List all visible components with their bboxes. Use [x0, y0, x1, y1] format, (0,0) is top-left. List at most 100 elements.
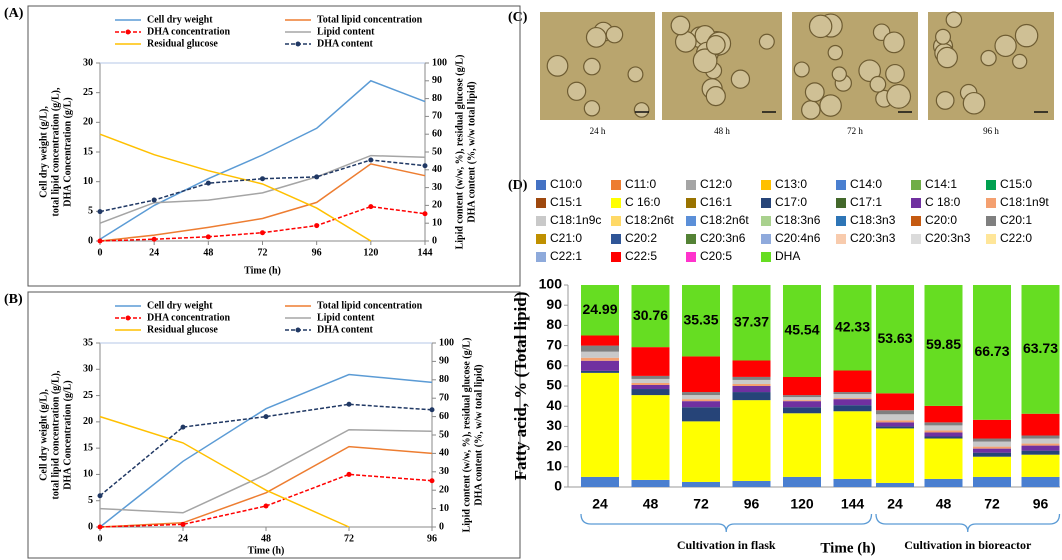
legend-label: C22:5 — [625, 249, 657, 263]
bar-segment — [924, 432, 963, 437]
legend-swatch — [611, 216, 621, 226]
legend-swatch — [686, 252, 696, 262]
bar-segment — [581, 285, 619, 336]
legend-marker — [295, 327, 301, 333]
data-point — [205, 180, 211, 186]
legend-swatch — [836, 180, 846, 190]
bar-segment — [876, 420, 914, 423]
y2-tick-label: 10 — [439, 503, 449, 514]
x-tick-label: 96 — [744, 496, 760, 512]
bar-segment — [973, 448, 1011, 453]
legend-label: Lipid content — [317, 312, 375, 323]
bar-segment — [581, 335, 619, 346]
bar-segment — [783, 285, 821, 377]
y-tick-label: 20 — [546, 437, 562, 453]
data-label: 37.37 — [734, 313, 769, 329]
x-tick-label: 48 — [643, 496, 659, 512]
group-brace — [580, 513, 873, 533]
y-tick-label: 15 — [83, 442, 93, 453]
legend-swatch — [986, 180, 996, 190]
panel-label: (C) — [508, 10, 528, 25]
y2-tick-label: 40 — [439, 448, 449, 459]
bar-segment — [732, 383, 771, 386]
legend-label: C20:3n3 — [925, 231, 971, 245]
x-tick-label: 48 — [203, 247, 213, 258]
y-tick-label: 100 — [539, 276, 563, 292]
y2-tick-label: 100 — [432, 57, 447, 68]
y2-tick-label: 90 — [432, 75, 442, 86]
bar-segment — [924, 438, 963, 479]
legend-swatch — [986, 216, 996, 226]
data-point — [180, 424, 186, 430]
legend-label: DHA — [775, 249, 800, 263]
legend-label: C18:1n9t — [1000, 195, 1049, 209]
y2-tick-label: 0 — [432, 235, 437, 246]
bar-segment — [833, 398, 872, 400]
bar-segment — [924, 430, 963, 433]
cell — [935, 91, 955, 110]
cell — [858, 59, 882, 83]
x-tick-label: 144 — [841, 496, 865, 512]
cell — [886, 83, 912, 109]
bar-segment — [581, 360, 619, 371]
bar-segment — [833, 399, 872, 406]
y-axis-title: total lipid concentration (g/L), — [50, 370, 61, 499]
bar-segment — [783, 395, 821, 398]
series-line — [99, 445, 433, 528]
bar-segment — [876, 482, 914, 487]
legend-label: C20:4n6 — [775, 231, 821, 245]
y-tick-label: 90 — [546, 296, 562, 312]
legend-label: C18:1n9c — [550, 213, 601, 227]
micrograph-caption: 96 h — [983, 126, 999, 136]
bar-segment — [631, 347, 670, 376]
bar-segment — [1021, 476, 1060, 487]
bar-segment — [783, 397, 821, 401]
legend-swatch — [986, 234, 996, 244]
micrograph-caption: 24 h — [590, 126, 606, 136]
bar-segment — [631, 378, 670, 383]
bar-segment — [581, 357, 619, 361]
y2-tick-label: 60 — [439, 411, 449, 422]
y-tick-label: 0 — [88, 235, 93, 246]
data-label: 63.73 — [1023, 340, 1058, 356]
panel-label: (A) — [4, 6, 24, 21]
data-label: 42.33 — [835, 318, 870, 334]
bar-segment — [833, 405, 872, 412]
data-point — [263, 414, 269, 420]
bar-segment — [783, 400, 821, 402]
data-point — [151, 236, 157, 242]
y2-tick-label: 60 — [432, 128, 442, 139]
bar-segment — [732, 379, 771, 384]
bar-segment — [924, 285, 963, 406]
bar-segment — [833, 478, 872, 487]
group-label: Cultivation in bioreactor — [904, 538, 1032, 552]
legend-swatch — [836, 216, 846, 226]
y2-axis-title: DHA content (%, w/w total lipid) — [466, 81, 477, 222]
bar-segment — [1021, 443, 1060, 446]
panel-label: (D) — [508, 178, 528, 193]
cell — [827, 44, 844, 61]
legend-label: C20:3n6 — [700, 231, 746, 245]
cell — [945, 11, 963, 29]
bar-segment — [682, 285, 720, 357]
data-point — [346, 471, 352, 477]
y-tick-label: 20 — [83, 117, 93, 128]
bar-segment — [581, 351, 619, 358]
bar-segment — [924, 422, 963, 426]
data-point — [151, 197, 157, 203]
legend-swatch — [911, 198, 921, 208]
y-axis-title: total lipid concentration (g/L), — [50, 87, 61, 216]
bar-segment — [783, 407, 821, 414]
bar-segment — [631, 382, 670, 385]
data-point — [429, 478, 435, 484]
bar-segment — [631, 384, 670, 390]
cell — [980, 49, 997, 67]
y2-axis-title: DHA content (%, w/w total lipid) — [473, 364, 484, 505]
legend-label: C21:0 — [550, 231, 582, 245]
legend-label: Lipid content — [317, 26, 375, 37]
data-point — [180, 521, 186, 527]
y-tick-label: 30 — [546, 417, 562, 433]
cell — [758, 33, 775, 50]
x-axis-title: Time (h) — [248, 545, 285, 556]
data-point — [422, 163, 428, 169]
